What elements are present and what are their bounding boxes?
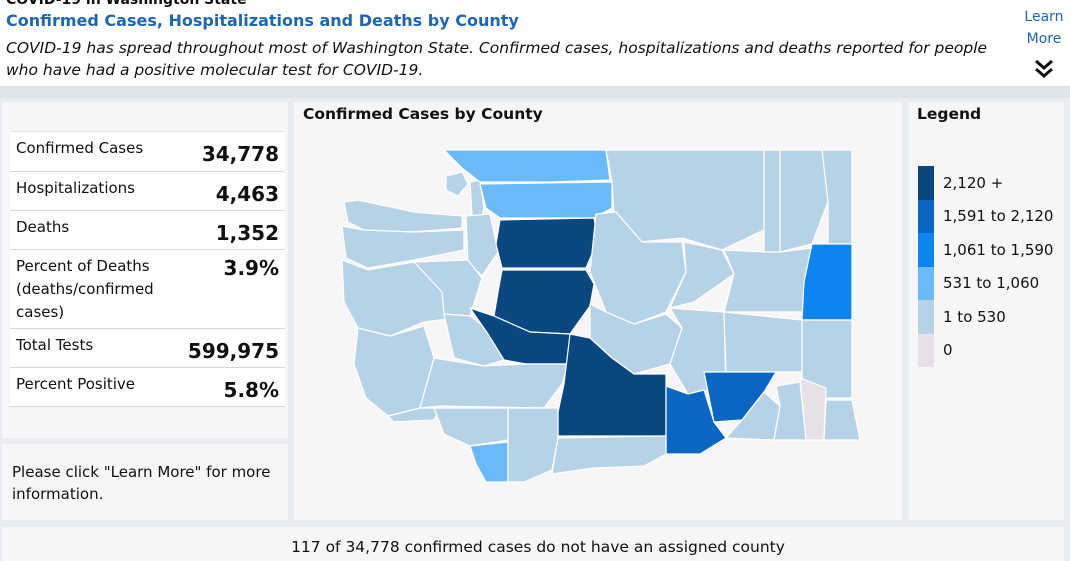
- unassigned-cases-note: 117 of 34,778 confirmed cases do not hav…: [291, 538, 785, 556]
- legend-item: 1,591 to 2,120: [918, 199, 1054, 233]
- legend-swatch: [918, 233, 934, 267]
- stat-label: Percent Positive: [16, 375, 136, 393]
- double-chevron-down-icon[interactable]: [1030, 56, 1058, 82]
- county-klickitat[interactable]: [551, 435, 667, 475]
- legend-label: 0: [943, 341, 953, 360]
- stat-value: 34,778: [201, 142, 279, 166]
- county-lincoln[interactable]: [723, 247, 813, 313]
- county-ferry[interactable]: [763, 149, 781, 253]
- stat-row-confirmed-cases: Confirmed Cases 34,778: [10, 132, 285, 172]
- legend-panel: Legend 2,120 + 1,591 to 2,120 1,061 to 1…: [909, 102, 1064, 520]
- legend-swatch: [918, 266, 934, 300]
- county-cowlitz[interactable]: [433, 407, 509, 447]
- county-stevens[interactable]: [779, 149, 829, 253]
- app-title: COVID-19 in Washington State: [6, 0, 247, 8]
- stat-value: 4,463: [215, 182, 279, 206]
- county-chelan[interactable]: [589, 211, 687, 325]
- legend-label: 1,591 to 2,120: [943, 207, 1054, 226]
- county-douglas[interactable]: [669, 241, 735, 309]
- county-whitman[interactable]: [801, 319, 853, 399]
- stat-row-total-tests: Total Tests 599,975: [10, 329, 285, 368]
- stat-row-percent-positive: Percent Positive 5.8%: [10, 368, 285, 407]
- legend-item: 1,061 to 1,590: [918, 233, 1053, 267]
- stat-row-hospitalizations: Hospitalizations 4,463: [10, 172, 285, 211]
- county-skagit[interactable]: [479, 181, 613, 219]
- legend-item: 531 to 1,060: [918, 266, 1053, 300]
- legend-label: 531 to 1,060: [943, 274, 1040, 293]
- legend-swatch: [918, 199, 934, 233]
- county-adams[interactable]: [723, 311, 803, 373]
- county-asotin[interactable]: [823, 399, 861, 441]
- county-clallam[interactable]: [343, 199, 463, 233]
- header-divider: [0, 86, 1070, 98]
- county-spokane[interactable]: [801, 243, 853, 321]
- map-title: Confirmed Cases by County: [303, 105, 543, 123]
- learn-more-line2: More: [1026, 31, 1062, 47]
- county-lewis[interactable]: [419, 357, 569, 409]
- county-clark[interactable]: [469, 441, 509, 483]
- county-walla-walla[interactable]: [725, 391, 781, 441]
- stats-table: Confirmed Cases 34,778 Hospitalizations …: [10, 131, 285, 407]
- county-snohomish[interactable]: [495, 217, 599, 269]
- legend-item: 2,120 +: [918, 166, 1053, 200]
- stat-label: Deaths: [16, 218, 70, 236]
- stat-row-percent-deaths: Percent of Deaths (deaths/confirmed case…: [10, 250, 285, 329]
- legend-title: Legend: [917, 105, 982, 123]
- county-san-juan[interactable]: [445, 171, 469, 197]
- legend-label: 1,061 to 1,590: [943, 240, 1054, 259]
- legend-swatch: [918, 166, 934, 200]
- learn-more-note: Please click "Learn More" for more infor…: [12, 463, 271, 503]
- legend-swatch: [918, 300, 934, 334]
- header: COVID-19 in Washington State Confirmed C…: [0, 0, 1070, 86]
- stats-panel: Confirmed Cases 34,778 Hospitalizations …: [2, 102, 288, 438]
- legend-label: 2,120 +: [943, 173, 1004, 192]
- county-skamania[interactable]: [507, 407, 559, 483]
- stat-value: 1,352: [215, 221, 279, 245]
- legend-label: 1 to 530: [943, 307, 1006, 326]
- stat-value: 3.9%: [223, 256, 279, 280]
- note-panel: Please click "Learn More" for more infor…: [2, 444, 288, 520]
- page-description: COVID-19 has spread throughout most of W…: [6, 39, 988, 79]
- county-whatcom[interactable]: [443, 149, 611, 183]
- learn-more-link[interactable]: Learn More: [1018, 6, 1070, 50]
- legend-item: 1 to 530: [918, 300, 1053, 334]
- stat-label: Confirmed Cases: [16, 139, 144, 157]
- stat-value: 5.8%: [223, 378, 279, 402]
- page-subtitle: Confirmed Cases, Hospitalizations and De…: [6, 11, 519, 30]
- legend-list: 2,120 + 1,591 to 2,120 1,061 to 1,590 53…: [918, 166, 1053, 367]
- stat-value: 599,975: [187, 339, 279, 363]
- stat-label: Total Tests: [16, 336, 94, 354]
- washington-county-map: [341, 149, 861, 483]
- footer: 117 of 34,778 confirmed cases do not hav…: [2, 527, 1064, 561]
- legend-swatch: [918, 333, 934, 367]
- legend-item: 0: [918, 333, 1053, 367]
- map-panel: Confirmed Cases by County: [294, 102, 902, 520]
- stat-row-deaths: Deaths 1,352: [10, 211, 285, 250]
- county-kitsap[interactable]: [465, 213, 499, 277]
- county-jefferson[interactable]: [341, 225, 465, 269]
- stat-label: Percent of Deaths (deaths/confirmed case…: [16, 257, 154, 321]
- stat-label: Hospitalizations: [16, 179, 135, 197]
- county-benton[interactable]: [665, 385, 727, 455]
- learn-more-line1: Learn: [1024, 9, 1064, 25]
- county-columbia[interactable]: [773, 381, 807, 441]
